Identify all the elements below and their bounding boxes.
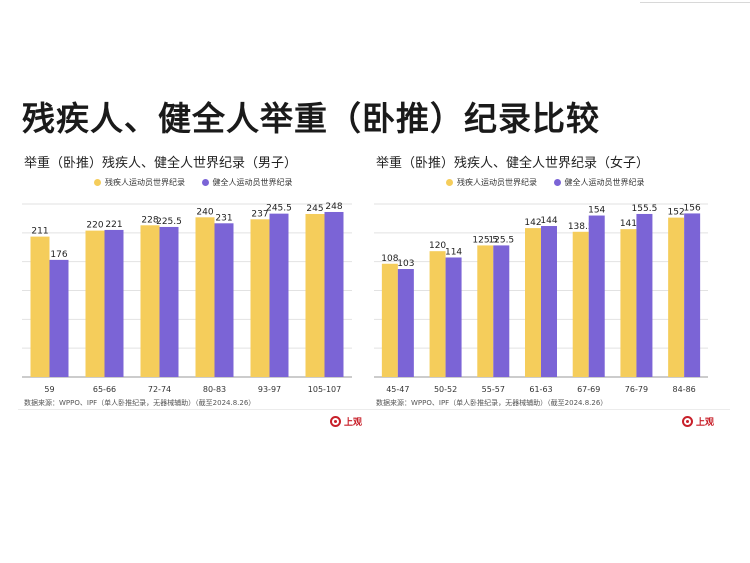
legend-swatch-able bbox=[553, 179, 561, 186]
data-label: 138.5 bbox=[568, 222, 594, 232]
legend-swatch-able bbox=[201, 179, 209, 186]
footer-divider-women bbox=[370, 409, 730, 410]
legend-swatch-disabled bbox=[446, 179, 453, 186]
chart-panel-women: 举重（卧推）残疾人、健全人世界纪录（女子） 残疾人运动员世界纪录 健全人运动员世… bbox=[370, 148, 730, 438]
legend-men: 残疾人运动员世界纪录 健全人运动员世界纪录 bbox=[94, 177, 307, 188]
bar-able bbox=[159, 226, 179, 377]
data-label: 103 bbox=[397, 259, 414, 269]
data-label: 141 bbox=[620, 219, 637, 229]
logo-men: 上观 bbox=[329, 415, 362, 428]
x-tick-label: 61-63 bbox=[529, 385, 552, 392]
bar-disabled bbox=[572, 231, 589, 377]
x-tick-label: 50-52 bbox=[434, 385, 457, 392]
x-tick-label: 59 bbox=[44, 385, 54, 392]
source-note-women: 数据来源：WPPO、IPF（单人卧推纪录，无器械辅助）（截至2024.8.26） bbox=[376, 399, 608, 407]
data-label: 245.5 bbox=[266, 204, 292, 214]
bar-disabled bbox=[477, 245, 494, 377]
logo-text: 上观 bbox=[343, 418, 362, 428]
bar-able bbox=[214, 223, 234, 377]
top-rule bbox=[640, 2, 750, 3]
data-label: 108 bbox=[381, 254, 398, 264]
legend-item-disabled: 残疾人运动员世界纪录 bbox=[94, 177, 185, 188]
data-label: 155.5 bbox=[632, 204, 658, 214]
legend-item-disabled: 残疾人运动员世界纪录 bbox=[446, 177, 537, 188]
data-label: 142 bbox=[524, 218, 541, 228]
bar-disabled bbox=[620, 229, 637, 377]
x-tick-label: 67-69 bbox=[577, 385, 600, 392]
bar-disabled bbox=[250, 219, 270, 377]
bar-able bbox=[104, 229, 124, 377]
bar-disabled bbox=[525, 228, 541, 377]
data-label: 245 bbox=[306, 204, 323, 214]
data-label: 144 bbox=[540, 216, 557, 226]
data-label: 156 bbox=[684, 203, 701, 213]
data-label: 120 bbox=[429, 241, 446, 251]
x-tick-label: 72-74 bbox=[148, 385, 171, 392]
bar-able bbox=[269, 213, 289, 377]
bar-disabled bbox=[668, 217, 685, 377]
legend-swatch-disabled bbox=[94, 179, 101, 186]
chart-title-women: 举重（卧推）残疾人、健全人世界纪录（女子） bbox=[376, 156, 650, 171]
logo-icon bbox=[329, 416, 341, 427]
data-label: 228 bbox=[141, 215, 158, 225]
legend-label-able: 健全人运动员世界纪录 bbox=[212, 178, 293, 187]
data-label: 248 bbox=[325, 202, 342, 212]
chart-title-men: 举重（卧推）残疾人、健全人世界纪录（男子） bbox=[24, 156, 298, 171]
legend-label-able: 健全人运动员世界纪录 bbox=[564, 178, 645, 187]
legend-label-disabled: 残疾人运动员世界纪录 bbox=[105, 178, 185, 187]
logo-text: 上观 bbox=[695, 418, 714, 428]
page-title: 残疾人、健全人举重（卧推）纪录比较 bbox=[22, 99, 600, 138]
bar-disabled bbox=[305, 213, 325, 377]
data-label: 240 bbox=[196, 207, 213, 217]
data-label: 220 bbox=[86, 221, 103, 231]
legend-women: 残疾人运动员世界纪录 健全人运动员世界纪录 bbox=[446, 177, 659, 188]
logo-icon bbox=[681, 416, 693, 427]
data-label: 125.5 bbox=[472, 235, 498, 245]
bar-disabled bbox=[429, 251, 446, 377]
legend-item-able: 健全人运动员世界纪录 bbox=[553, 177, 645, 188]
bar-disabled bbox=[195, 217, 215, 377]
data-label: 225.5 bbox=[156, 217, 182, 227]
bar-disabled bbox=[381, 263, 398, 377]
data-label: 237 bbox=[251, 209, 268, 219]
bar-able bbox=[541, 226, 557, 377]
footer-divider-men bbox=[18, 409, 378, 410]
bar-able bbox=[684, 213, 701, 377]
data-label: 114 bbox=[445, 247, 462, 257]
x-tick-label: 80-83 bbox=[203, 385, 226, 392]
bar-able bbox=[588, 215, 605, 377]
legend-label-disabled: 残疾人运动员世界纪录 bbox=[457, 178, 537, 187]
data-label: 211 bbox=[31, 227, 48, 237]
source-note-men: 数据来源：WPPO、IPF（单人卧推纪录，无器械辅助）（截至2024.8.26） bbox=[24, 399, 256, 407]
legend-item-able: 健全人运动员世界纪录 bbox=[201, 177, 293, 188]
bar-able bbox=[324, 211, 344, 377]
x-tick-label: 45-47 bbox=[386, 385, 409, 392]
x-tick-label: 84-86 bbox=[673, 385, 696, 392]
bar-disabled bbox=[85, 230, 105, 377]
x-tick-label: 65-66 bbox=[93, 385, 116, 392]
x-tick-label: 55-57 bbox=[482, 385, 505, 392]
data-label: 231 bbox=[215, 213, 232, 223]
data-label: 154 bbox=[588, 206, 605, 216]
bar-able bbox=[493, 245, 510, 377]
chart-panel-men: 举重（卧推）残疾人、健全人世界纪录（男子） 残疾人运动员世界纪录 健全人运动员世… bbox=[18, 148, 378, 438]
x-tick-label: 93-97 bbox=[258, 385, 281, 392]
data-label: 221 bbox=[105, 220, 122, 230]
bar-able bbox=[445, 257, 462, 377]
data-label: 176 bbox=[50, 250, 67, 260]
data-label: 125.5 bbox=[488, 235, 514, 245]
bar-disabled bbox=[140, 225, 160, 377]
bar-disabled bbox=[30, 236, 50, 377]
bar-able bbox=[49, 259, 69, 377]
data-label: 152 bbox=[668, 208, 685, 218]
bar-able bbox=[636, 213, 653, 377]
bar-able bbox=[397, 269, 414, 377]
x-tick-label: 105-107 bbox=[308, 385, 341, 392]
x-tick-label: 76-79 bbox=[625, 385, 648, 392]
logo-women: 上观 bbox=[681, 415, 714, 428]
